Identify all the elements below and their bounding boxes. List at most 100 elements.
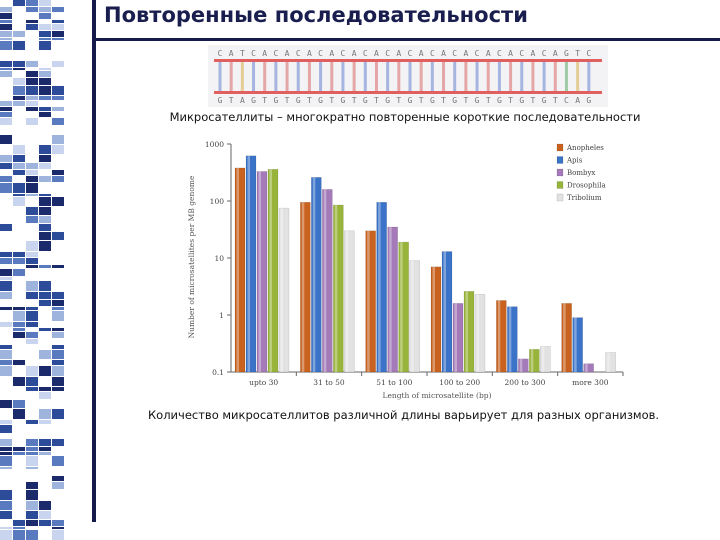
barcode-stripe [0,107,12,111]
barcode-stripe [52,197,64,206]
base-pair-rung [419,62,423,91]
barcode-stripe [26,216,38,223]
barcode-stripe [52,350,64,359]
bottom-base-letter: T [262,96,267,105]
barcode-stripe [26,61,38,67]
bottom-base-letter: T [352,96,357,105]
base-pair-rung [430,62,434,91]
x-tick-label: more 300 [572,378,609,387]
top-base-letter: A [508,49,513,58]
bottom-base-letter: G [251,96,256,105]
bottom-base-letter: T [396,96,401,105]
x-tick-label: 100 to 200 [439,378,480,387]
bar-anopheles-2 [365,230,376,373]
barcode-stripe [26,366,38,376]
y-tick-label: 1 [219,311,224,320]
barcode-stripe [52,332,64,338]
barcode-stripe [26,332,38,338]
barcode-stripe [52,24,64,30]
bar-tribolium-4 [540,346,551,373]
bottom-base-letter: T [419,96,424,105]
barcode-stripe [0,183,12,193]
barcode-stripe [0,163,12,169]
barcode-stripe [52,520,64,526]
barcode-stripe [39,38,51,40]
barcode-stripe [13,31,25,37]
bar-apis-2 [376,202,387,373]
top-base-letter: A [329,49,334,58]
barcode-stripe [52,170,64,175]
dna-strip-background [208,45,608,107]
bottom-base-letter: G [318,96,323,105]
bar-bombyx-3 [452,303,464,373]
barcode-stripe [0,24,12,30]
barcode-stripe [52,456,64,466]
barcode-stripe [52,107,64,111]
barcode-stripe [39,366,51,376]
bottom-base-letter: G [475,96,480,105]
base-pair-rung [252,62,256,91]
barcode-stripe [39,112,51,117]
barcode-stripe [13,400,25,408]
bar-highlight [367,230,370,372]
y-tick-label: 1000 [205,140,224,149]
barcode-stripe [39,520,51,526]
barcode-stripe [52,311,64,321]
bar-apis-1 [311,177,322,373]
barcode-stripe [52,135,64,144]
legend-label-anopheles: Anopheles [566,144,604,152]
bar-highlight [334,205,338,372]
slide-title: Повторенные последовательности [104,3,528,27]
barcode-stripe [13,452,25,455]
barcode-stripe [52,300,64,306]
barcode-stripe [52,409,64,419]
base-pair-rung [576,62,580,91]
bottom-base-letter: T [486,96,491,105]
base-pair-rung [397,62,401,91]
barcode-stripe [0,420,12,424]
barcode-stripe [26,101,38,106]
barcode-stripe [0,68,12,70]
barcode-stripe [39,447,51,451]
bottom-backbone [214,91,602,94]
bottom-base-letter: G [363,96,368,105]
barcode-stripe [39,300,51,306]
bar-apis-4 [507,306,518,373]
x-tick-label: 51 to 100 [376,378,412,387]
bottom-base-letter: T [553,96,558,105]
barcode-stripe [0,38,12,40]
top-base-letter: C [273,49,278,58]
base-pair-rung [218,62,222,91]
bar-highlight [280,208,283,372]
bar-highlight [585,363,588,372]
barcode-stripe [0,439,12,446]
barcode-stripe [13,332,25,338]
barcode-stripe [13,155,25,162]
barcode-stripe [13,409,25,419]
barcode-stripe [39,241,51,251]
barcode-stripe [26,520,38,526]
barcode-stripe [0,258,12,264]
bar-highlight [454,303,457,372]
x-tick-label: 31 to 50 [313,378,345,387]
base-pair-rung [307,62,311,91]
bar-drosophila-0 [267,169,279,373]
barcode-stripe [52,232,64,240]
base-pair-rung [374,62,378,91]
barcode-stripe [39,265,51,268]
top-base-letter: A [419,49,424,58]
barcode-stripe [52,61,64,67]
barcode-stripe [0,360,12,365]
base-pair-rung [274,62,278,91]
top-base-letter: C [408,49,413,58]
bar-highlight [345,230,349,372]
barcode-stripe [0,501,12,510]
bar-highlight [236,167,239,372]
barcode-stripe [26,265,38,268]
bar-highlight [389,226,392,372]
bar-tribolium-0 [278,207,290,373]
barcode-stripe [39,86,51,95]
barcode-stripe [52,476,64,481]
bar-apis-5 [572,317,583,373]
barcode-stripe [39,409,51,419]
